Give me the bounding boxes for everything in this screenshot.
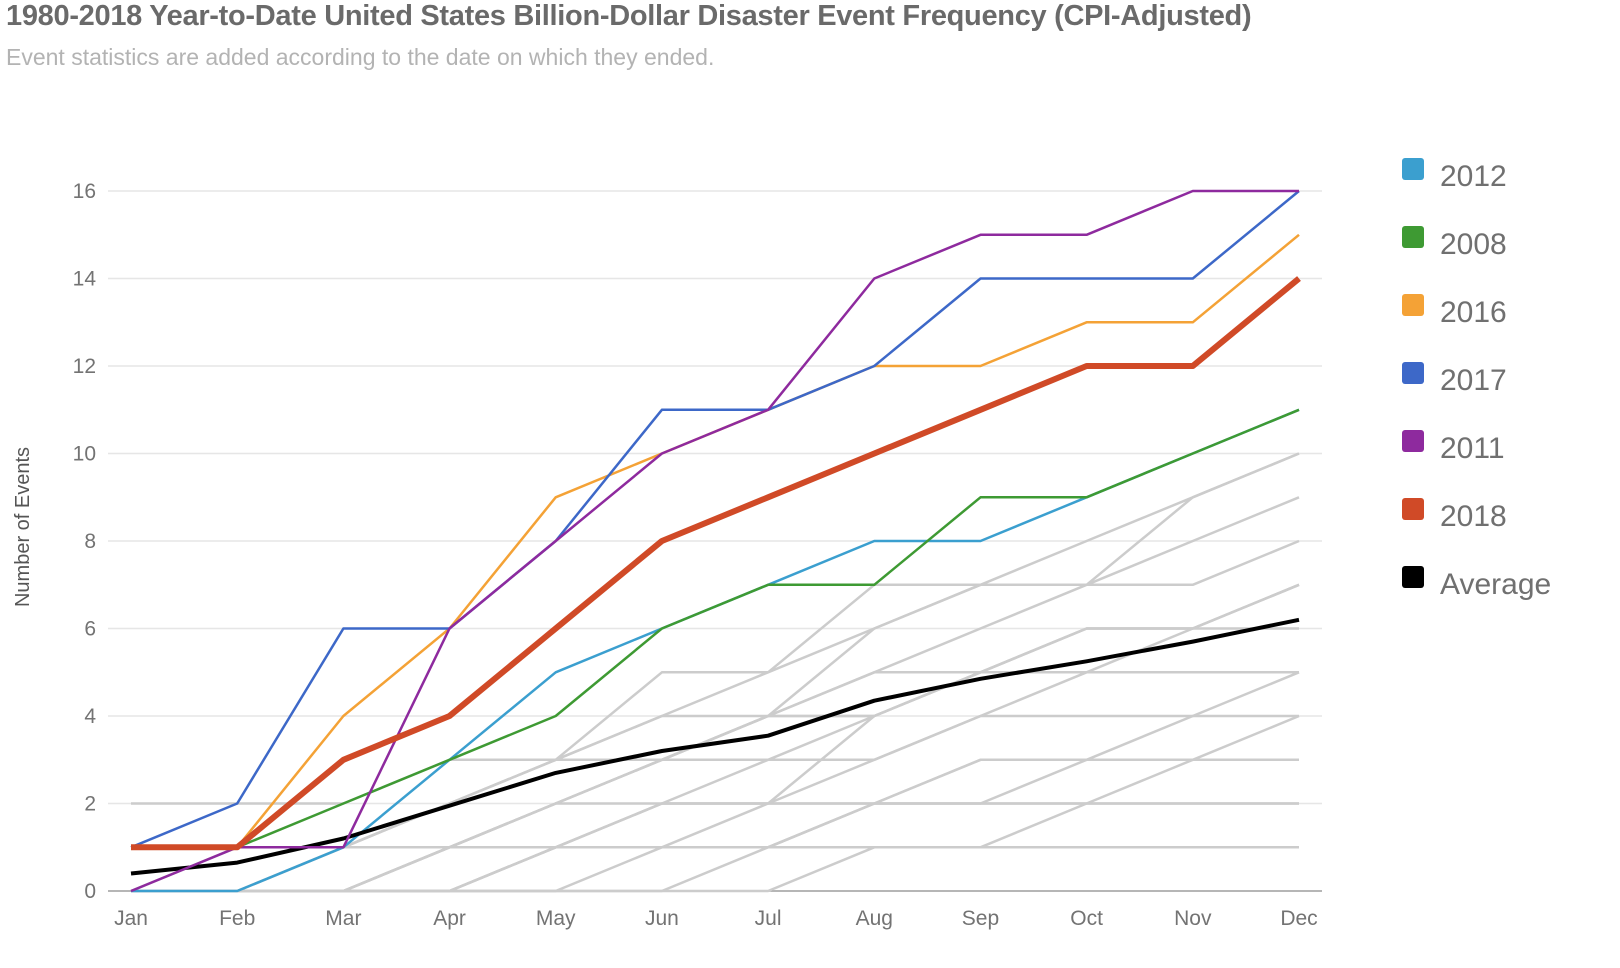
chart-title: 1980-2018 Year-to-Date United States Bil… (6, 0, 1252, 32)
legend-swatch (1402, 430, 1424, 452)
legend-swatch (1402, 158, 1424, 180)
x-tick-label: Feb (219, 907, 255, 930)
y-tick-label: 0 (84, 880, 96, 903)
x-tick-labels: Jan Feb Mar Apr May Jun Jul Aug Sep Oct Nov Dec (114, 907, 1318, 930)
x-tick-label: May (536, 907, 576, 930)
series-line-2008 (131, 408, 1300, 849)
legend-swatch (1402, 294, 1424, 316)
y-axis-title: Number of Events (12, 447, 34, 607)
x-tick-label: Aug (856, 907, 893, 930)
x-tick-label: Jan (114, 907, 148, 930)
x-tick-label: Jul (755, 907, 782, 930)
highlighted-series-lines (130, 189, 1301, 893)
series-line-2018 (131, 276, 1301, 851)
x-tick-label: Mar (325, 907, 361, 930)
legend-item-2008[interactable]: 2008 (1402, 211, 1551, 279)
chart-subtitle: Event statistics are added according to … (6, 44, 715, 70)
legend: 2012 2008 2016 2017 2011 2018 Average (1402, 143, 1551, 619)
legend-item-2018[interactable]: 2018 (1402, 483, 1551, 551)
legend-item-2012[interactable]: 2012 (1402, 143, 1551, 211)
other-years-lines (130, 452, 1300, 893)
legend-item-2011[interactable]: 2011 (1402, 415, 1551, 483)
x-tick-label: Oct (1070, 907, 1103, 930)
series-line-2011 (130, 189, 1299, 893)
legend-label: 2011 (1440, 432, 1505, 465)
legend-swatch (1402, 362, 1424, 384)
y-tick-label: 6 (84, 618, 96, 641)
y-tick-label: 8 (84, 530, 96, 553)
y-tick-label: 16 (73, 180, 96, 203)
x-tick-label: Sep (962, 907, 999, 930)
other-year-line (131, 846, 1299, 893)
legend-swatch (1402, 498, 1424, 520)
legend-item-2016[interactable]: 2016 (1402, 279, 1551, 347)
y-tick-label: 12 (73, 355, 96, 378)
y-tick-label: 10 (73, 443, 96, 466)
x-tick-label: Dec (1280, 907, 1317, 930)
legend-label: 2012 (1440, 160, 1507, 193)
x-tick-label: Jun (645, 907, 679, 930)
legend-label: 2017 (1440, 364, 1507, 397)
legend-label: 2018 (1440, 500, 1507, 533)
x-tick-label: Apr (433, 907, 466, 930)
series-line-2017 (130, 190, 1300, 849)
x-tick-label: Nov (1174, 907, 1212, 930)
other-year-line (131, 583, 1300, 805)
legend-label: Average (1440, 568, 1552, 601)
y-tick-label: 4 (84, 705, 96, 728)
legend-item-2017[interactable]: 2017 (1402, 347, 1551, 415)
legend-label: 2016 (1440, 296, 1507, 329)
legend-swatch (1402, 226, 1424, 248)
y-tick-label: 2 (84, 793, 96, 816)
legend-item-average[interactable]: Average (1402, 551, 1551, 619)
legend-swatch (1402, 566, 1424, 588)
series-line-average (130, 617, 1300, 876)
y-tick-labels: 0 2 4 6 8 10 12 14 16 (73, 180, 97, 903)
other-year-line (131, 758, 1299, 893)
y-tick-label: 14 (73, 268, 97, 291)
legend-label: 2008 (1440, 228, 1507, 261)
